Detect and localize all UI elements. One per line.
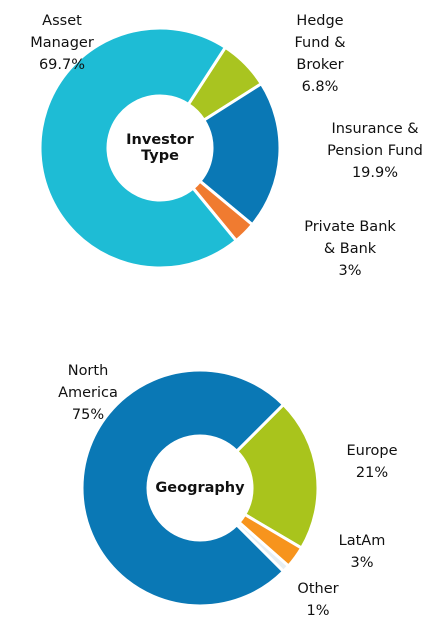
slice-value: 21%: [355, 465, 389, 481]
slice-label: Other 1%: [283, 578, 353, 622]
donut-slice: [197, 81, 282, 227]
slice-name: North America: [58, 363, 118, 401]
slice-name: Asset Manager: [30, 13, 94, 51]
slice-label: North America 75%: [53, 360, 123, 426]
donut-slice: [234, 402, 320, 551]
slice-name: Hedge Fund & Broker: [294, 13, 346, 73]
slice-value: 1%: [306, 603, 330, 619]
slice-value: 3%: [338, 263, 362, 279]
slice-name: Insurance & Pension Fund: [327, 121, 423, 159]
slice-label: Private Bank & Bank 3%: [303, 216, 397, 282]
slice-name: LatAm: [338, 533, 386, 549]
slice-name: Europe: [346, 443, 398, 459]
slice-label: LatAm 3%: [327, 530, 397, 574]
slice-value: 6.8%: [301, 79, 339, 95]
slice-value: 3%: [350, 555, 374, 571]
donut-slice: [80, 368, 286, 608]
slice-value: 75%: [71, 407, 105, 423]
slice-label: Insurance & Pension Fund 19.9%: [323, 118, 426, 184]
chart-title: Investor Type: [126, 132, 194, 164]
slice-label: Europe 21%: [337, 440, 407, 484]
slice-label: Hedge Fund & Broker 6.8%: [277, 10, 363, 98]
donut-slice: [38, 26, 239, 270]
slice-name: Private Bank & Bank: [304, 219, 396, 257]
slice-label: Asset Manager 69.7%: [22, 10, 102, 76]
slice-name: Other: [297, 581, 339, 597]
slice-value: 19.9%: [351, 165, 399, 181]
slice-value: 69.7%: [38, 57, 86, 73]
chart-title: Geography: [155, 480, 245, 496]
